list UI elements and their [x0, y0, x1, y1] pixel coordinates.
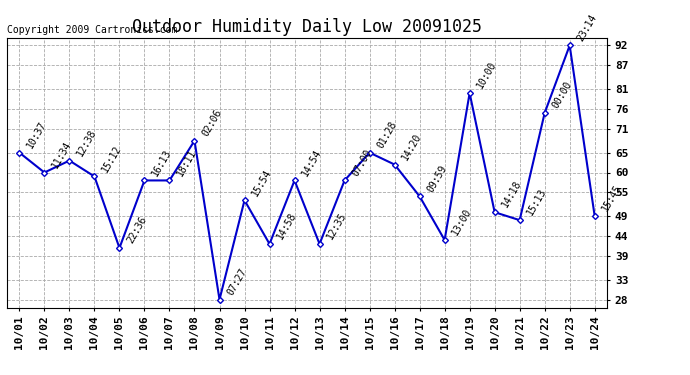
Text: 16:13: 16:13 — [150, 147, 173, 178]
Text: 14:18: 14:18 — [500, 179, 524, 209]
Text: 14:20: 14:20 — [400, 131, 424, 162]
Text: 10:00: 10:00 — [475, 60, 499, 90]
Text: 11:34: 11:34 — [50, 139, 73, 170]
Text: 14:54: 14:54 — [300, 147, 324, 178]
Text: Copyright 2009 Cartronics.com: Copyright 2009 Cartronics.com — [7, 25, 177, 35]
Text: 01:28: 01:28 — [375, 119, 399, 150]
Text: 10:37: 10:37 — [25, 119, 48, 150]
Text: 15:12: 15:12 — [100, 143, 124, 174]
Text: 12:38: 12:38 — [75, 128, 99, 158]
Text: 23:14: 23:14 — [575, 12, 599, 43]
Text: 12:35: 12:35 — [325, 211, 348, 241]
Text: 15:13: 15:13 — [525, 187, 549, 218]
Text: 15:45: 15:45 — [600, 183, 624, 213]
Text: 14:58: 14:58 — [275, 211, 299, 241]
Text: 02:06: 02:06 — [200, 108, 224, 138]
Text: 07:00: 07:00 — [350, 147, 373, 178]
Title: Outdoor Humidity Daily Low 20091025: Outdoor Humidity Daily Low 20091025 — [132, 18, 482, 36]
Text: 22:36: 22:36 — [125, 215, 148, 245]
Text: 09:59: 09:59 — [425, 163, 449, 194]
Text: 18:11: 18:11 — [175, 147, 199, 178]
Text: 07:27: 07:27 — [225, 266, 248, 297]
Text: 15:54: 15:54 — [250, 167, 273, 198]
Text: 13:00: 13:00 — [450, 207, 473, 237]
Text: 00:00: 00:00 — [550, 80, 573, 110]
